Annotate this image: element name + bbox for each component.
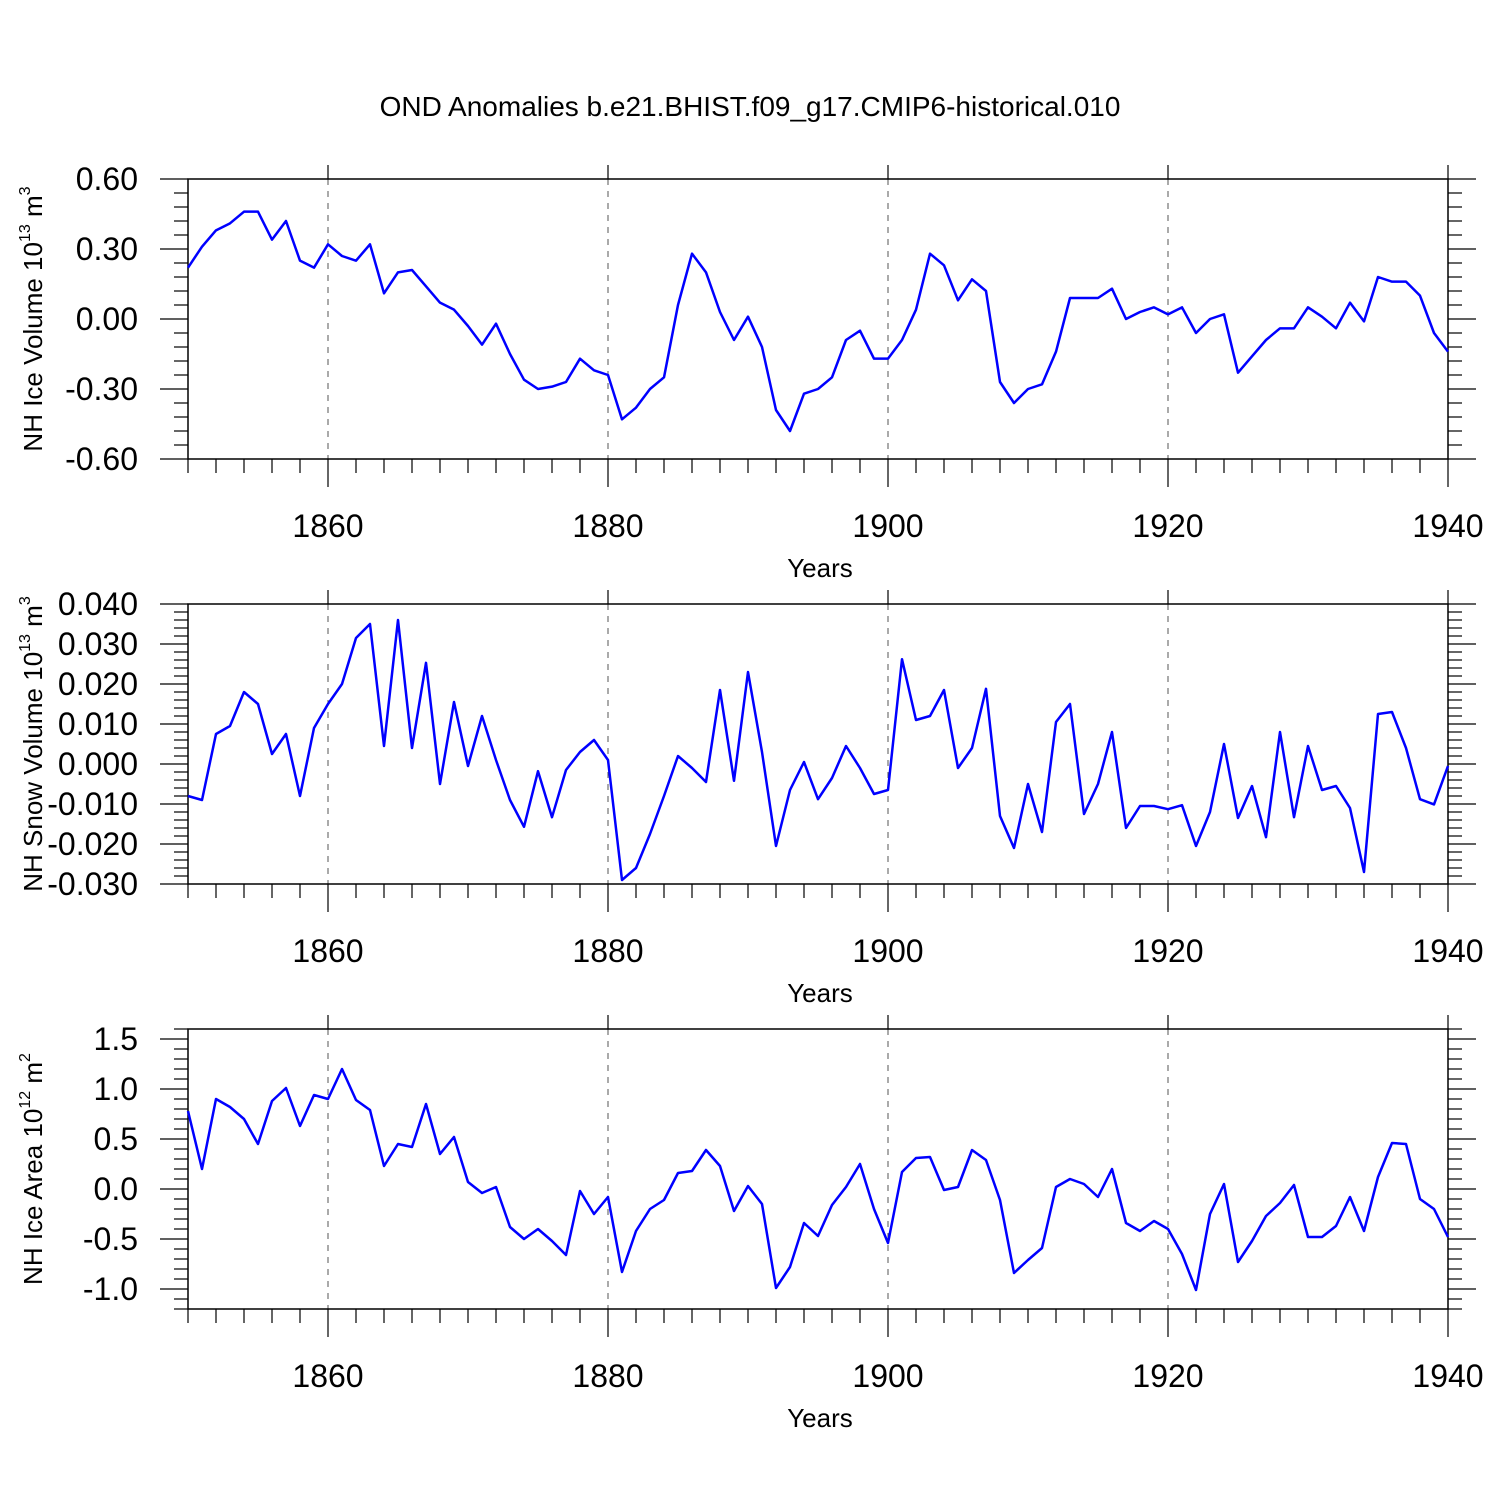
x-tick-label: 1900 xyxy=(852,933,923,969)
y-tick-label: -1.0 xyxy=(83,1271,138,1307)
y-axis-label: NH Ice Volume 1013 m3 xyxy=(17,186,48,451)
series-line-snow-volume xyxy=(187,618,1450,882)
x-tick-label: 1880 xyxy=(572,1358,643,1394)
y-tick-label: -0.020 xyxy=(47,826,138,862)
y-tick-label: 0.000 xyxy=(58,746,138,782)
y-label-unit: m xyxy=(18,605,48,634)
y-label-base: NH Ice Area 10 xyxy=(18,1109,48,1285)
y-tick-label: 1.5 xyxy=(94,1021,138,1057)
y-tick-label: 0.5 xyxy=(94,1121,138,1157)
series-line-ice-area xyxy=(186,1067,1450,1292)
y-tick-label: -0.030 xyxy=(47,866,138,902)
y-label-base: NH Snow Volume 10 xyxy=(18,652,48,892)
y-tick-label: 0.30 xyxy=(76,231,138,267)
y-label-exponent: 12 xyxy=(17,1091,34,1109)
y-label-exponent: 13 xyxy=(17,224,34,242)
panel-ice-area: 1860 1880 1900 1920 1940 1.5 1.0 0.5 0.0 -0.5 -1.0… xyxy=(17,1015,1484,1433)
y-label-unit-exponent: 3 xyxy=(17,596,34,605)
x-tick-label: 1940 xyxy=(1412,508,1483,544)
x-tick-label: 1940 xyxy=(1412,1358,1483,1394)
plot-frame xyxy=(187,603,1449,885)
y-label-base: NH Ice Volume 10 xyxy=(18,242,48,452)
y-tick-label: 0.60 xyxy=(76,161,138,197)
y-tick-label: 0.00 xyxy=(76,301,138,337)
x-tick-label: 1920 xyxy=(1132,933,1203,969)
x-tick-label: 1860 xyxy=(292,508,363,544)
x-tick-label: 1920 xyxy=(1132,1358,1203,1394)
panel-snow-volume: 1860 1880 1900 1920 1940 0.040 0.030 0.020 0.010… xyxy=(17,586,1484,1008)
y-tick-label: -0.5 xyxy=(83,1221,138,1257)
y-axis-label: NH Snow Volume 1013 m3 xyxy=(17,596,48,892)
y-tick-label: 0.020 xyxy=(58,666,138,702)
panel-ice-volume: 1860 1880 1900 1920 1940 0.60 0.30 0.00 -0.30 -0.… xyxy=(17,161,1484,583)
x-tick-label: 1940 xyxy=(1412,933,1483,969)
y-tick-label: -0.30 xyxy=(65,371,138,407)
x-axis-label: Years xyxy=(787,553,853,583)
x-tick-label: 1860 xyxy=(292,933,363,969)
y-axis-label: NH Ice Area 1012 m2 xyxy=(17,1053,48,1285)
y-tick-label: 0.010 xyxy=(58,706,138,742)
y-label-unit: m xyxy=(18,1062,48,1091)
figure-title: OND Anomalies b.e21.BHIST.f09_g17.CMIP6-… xyxy=(380,91,1121,122)
y-label-unit-exponent: 3 xyxy=(17,186,34,195)
x-tick-label: 1900 xyxy=(852,1358,923,1394)
x-axis-label: Years xyxy=(787,1403,853,1433)
y-tick-label: 0.040 xyxy=(58,586,138,622)
y-tick-label: -0.60 xyxy=(65,441,138,477)
y-label-exponent: 13 xyxy=(17,634,34,652)
x-tick-label: 1860 xyxy=(292,1358,363,1394)
panels: 1860 1880 1900 1920 1940 0.60 0.30 0.00 -0.30 -0.… xyxy=(17,161,1484,1433)
series-line-ice-volume xyxy=(186,210,1450,433)
x-tick-label: 1920 xyxy=(1132,508,1203,544)
y-tick-label: 0.0 xyxy=(94,1171,138,1207)
x-axis-label: Years xyxy=(787,978,853,1008)
y-tick-label: -0.010 xyxy=(47,786,138,822)
y-label-unit: m xyxy=(18,195,48,224)
x-tick-label: 1880 xyxy=(572,508,643,544)
y-label-unit-exponent: 2 xyxy=(17,1053,34,1062)
y-tick-label: 0.030 xyxy=(58,626,138,662)
y-tick-label: 1.0 xyxy=(94,1071,138,1107)
x-tick-label: 1900 xyxy=(852,508,923,544)
x-tick-label: 1880 xyxy=(572,933,643,969)
